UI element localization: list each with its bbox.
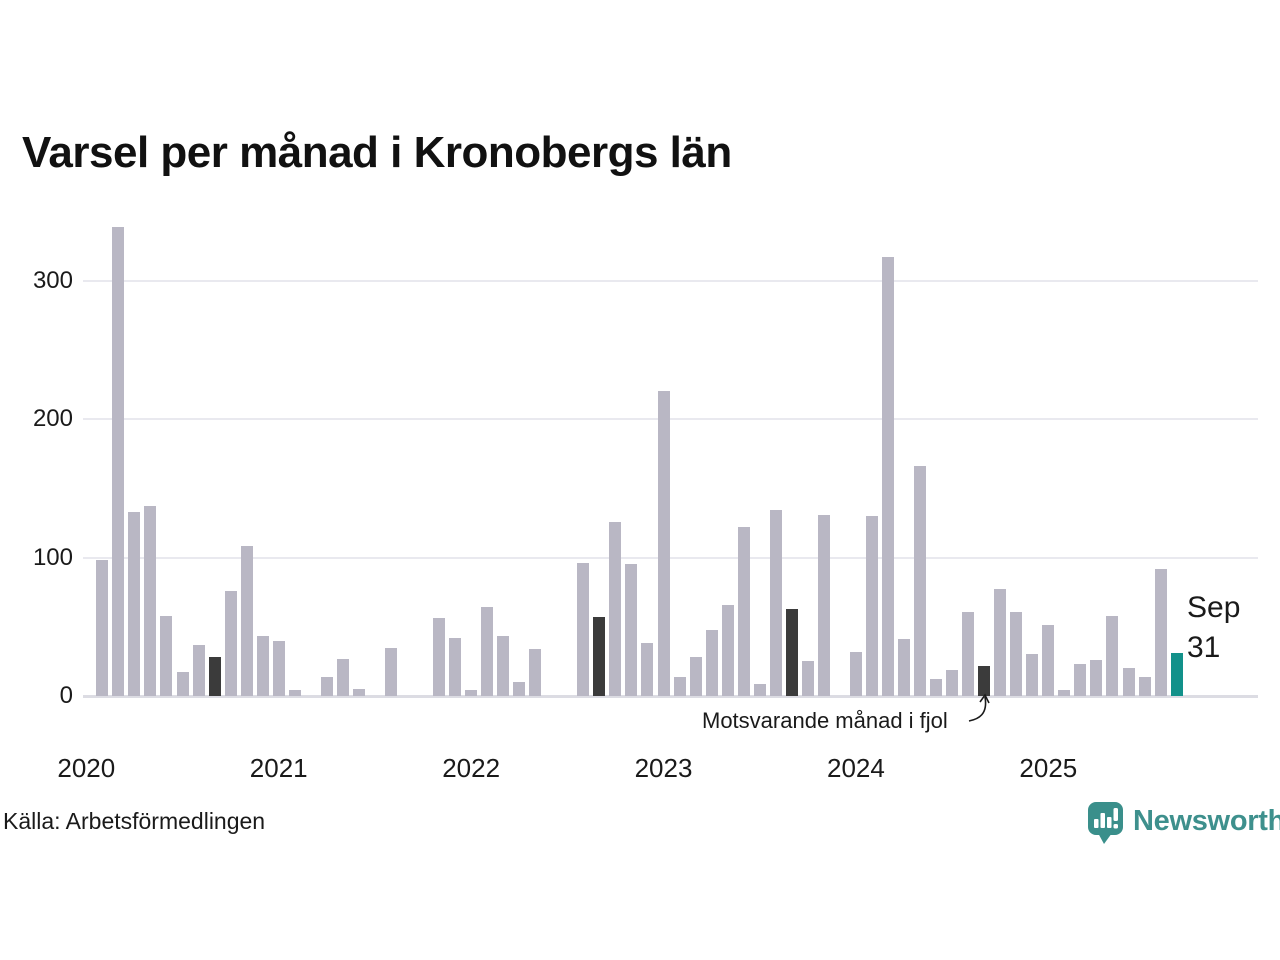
source-text: Källa: Arbetsförmedlingen [3,808,266,834]
bar [384,647,397,696]
bar [1106,615,1119,696]
bar-highlight-current-month [1170,653,1183,696]
bar [160,615,173,696]
gridline [83,556,1258,559]
annotation-arrow-icon [968,693,990,722]
highlight-month: Sep [1187,591,1241,624]
bar [882,257,894,696]
bar [192,644,205,696]
bar [1138,676,1151,696]
bar [1154,568,1167,696]
bar-same-month-last-year [785,608,798,696]
bar [513,682,526,696]
bar [801,661,814,696]
bar [352,689,365,696]
y-axis-label: 200 [32,405,73,433]
x-axis-line [83,695,1258,698]
bar [144,506,157,696]
bar [1090,659,1103,696]
bar [288,690,301,696]
bar-same-month-last-year [593,617,606,696]
bar [465,690,478,696]
bar [673,676,686,696]
bar [737,527,750,696]
bar [962,611,975,696]
x-axis-year-label: 2021 [249,753,308,783]
bar [1058,690,1071,696]
x-axis-year-label: 2023 [634,753,693,783]
highlight-value: 31 [1187,631,1221,664]
bar [320,676,333,696]
x-axis-year-label: 2020 [57,753,116,783]
bar [946,669,959,696]
bar [256,636,269,696]
bar [865,515,878,696]
bar [1010,611,1023,696]
bar [641,643,654,696]
bar [497,636,510,696]
bar [272,640,285,696]
bar [898,639,911,696]
bar [96,560,109,696]
bar [609,521,622,696]
bar [481,607,494,696]
bar [625,564,638,696]
bar [657,391,670,696]
bar [849,651,862,696]
gridline [83,418,1258,421]
bar [1074,664,1087,696]
x-axis-year-label: 2025 [1019,753,1078,783]
bar [433,618,446,696]
chart-title: Varsel per månad i Kronobergs län [22,128,732,177]
bar-same-month-last-year [208,657,221,696]
y-axis-label: 0 [59,682,73,709]
bar-same-month-last-year [978,665,991,696]
bar [1042,625,1055,696]
bar [721,604,734,696]
highlight-value-label: Sep 31 [1187,588,1240,668]
x-axis-year-label: 2024 [827,753,885,783]
bar [817,514,830,696]
bar [994,589,1007,696]
bar [914,466,927,696]
gridline [83,279,1258,282]
annotation-last-year: Motsvarande månad i fjol [702,708,948,733]
bar [577,563,590,696]
newsworthy-speech-bubble-chart-icon [1088,802,1123,844]
bar [1122,668,1135,696]
bar [336,658,349,696]
bar [769,510,782,696]
bar [128,511,141,696]
bar [689,657,702,696]
newsworthy-logo: Newsworthy [1086,800,1280,846]
bar [224,590,237,696]
bar [529,648,542,696]
newsworthy-logo-text: Newsworthy [1133,804,1280,837]
y-axis-label: 100 [32,543,73,571]
bar [449,637,462,696]
x-axis-year-label: 2022 [442,753,501,783]
bar [240,546,253,696]
bar [112,226,125,696]
bar [176,672,189,696]
bar [705,629,718,696]
y-axis-label: 300 [32,266,73,294]
bar [930,679,943,696]
bar [1026,654,1039,696]
bar [753,683,766,696]
